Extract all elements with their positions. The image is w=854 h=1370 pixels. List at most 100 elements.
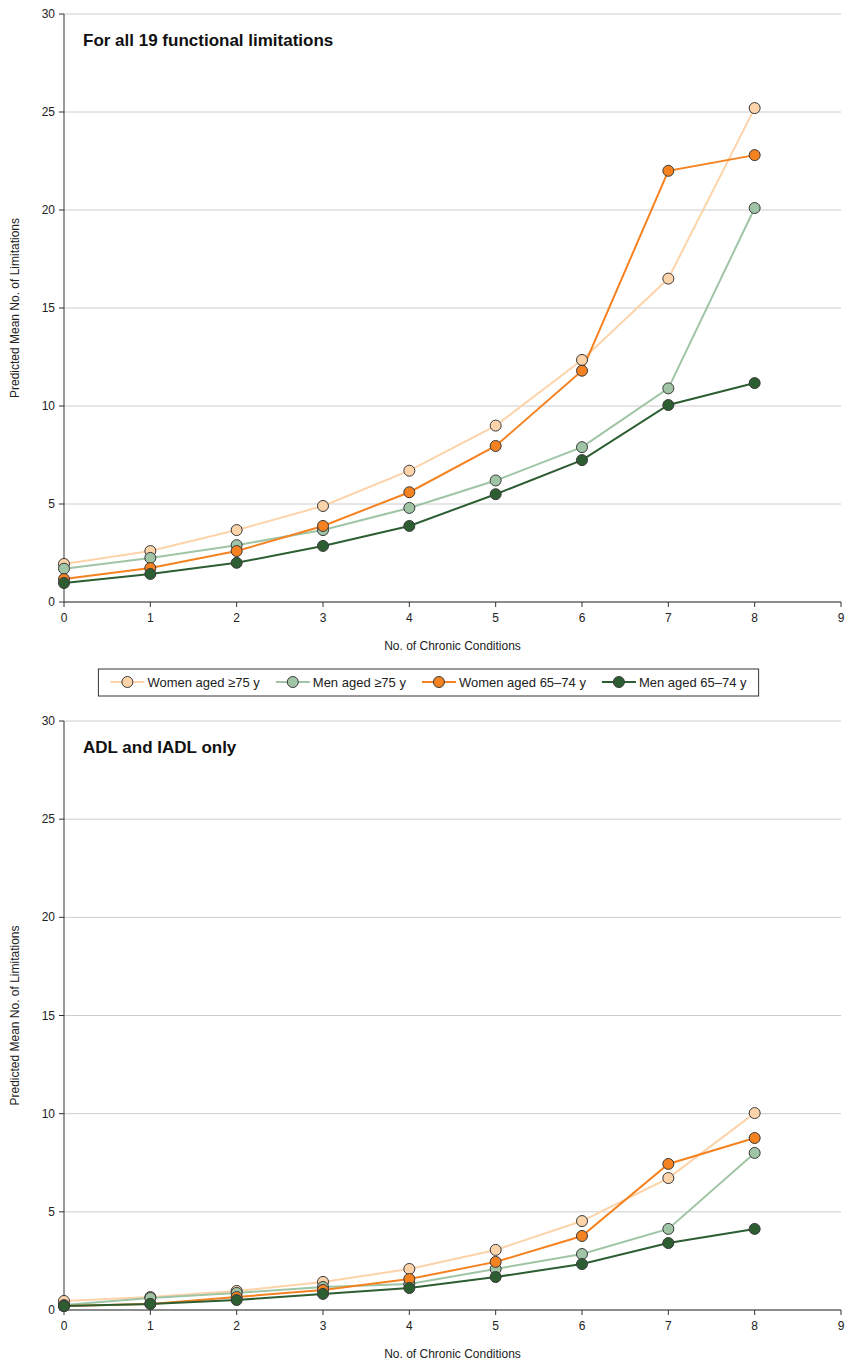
data-point [577,1259,588,1270]
x-tick [409,602,410,607]
grid-line [64,1113,841,1114]
data-point [404,1263,415,1274]
y-axis [64,721,65,1310]
x-tick [668,1310,669,1315]
x-tick [582,602,583,607]
legend-label: Men aged 65–74 y [639,675,747,690]
y-axis [64,14,65,602]
x-axis [64,1310,841,1311]
data-point [404,465,415,476]
x-tick-label: 6 [579,611,586,625]
x-tick [495,1310,496,1315]
grid-line [64,14,841,15]
x-tick [236,1310,237,1315]
y-tick [59,210,64,211]
x-tick-label: 8 [751,611,758,625]
legend: Women aged ≥75 y Men aged ≥75 y Women aged… [98,669,758,696]
legend-item: Women aged ≥75 y [110,675,260,690]
data-point [231,557,242,568]
y-tick [59,917,64,918]
data-point [663,1223,674,1234]
y-tick-label: 10 [42,399,56,413]
data-point [749,150,760,161]
y-tick [59,721,64,722]
x-tick [668,602,669,607]
y-tick [59,112,64,113]
data-point [490,1244,501,1255]
data-point [59,1300,70,1311]
x-tick [409,1310,410,1315]
data-point [490,1272,501,1283]
x-tick [323,1310,324,1315]
y-tick-label: 30 [42,714,56,728]
x-tick-label: 6 [579,1319,586,1333]
y-tick [59,308,64,309]
legend-item: Women aged 65–74 y [422,675,586,690]
legend-label: Women aged ≥75 y [147,675,260,690]
data-point [749,1147,760,1158]
data-point [318,540,329,551]
series-line [64,1113,755,1301]
legend-marker [287,677,298,688]
y-tick-label: 15 [42,301,56,315]
data-point [577,1230,588,1241]
x-tick-label: 5 [492,1319,499,1333]
chart: 0510152025300123456789No. of Chronic Con… [8,714,845,1361]
data-point [59,1301,70,1312]
legend-item: Men aged ≥75 y [276,675,407,690]
grid-line [64,210,841,211]
series-line [64,1229,755,1306]
y-tick-label: 20 [42,910,56,924]
legend-marker [122,677,133,688]
data-point [663,165,674,176]
data-point [577,442,588,453]
legend-label: Men aged ≥75 y [313,675,407,690]
x-tick [323,602,324,607]
x-tick-label: 0 [61,1319,68,1333]
x-tick-label: 5 [492,611,499,625]
data-point [404,487,415,498]
data-point [404,520,415,531]
data-point [59,577,70,588]
y-tick-label: 15 [42,1009,56,1023]
data-point [404,1283,415,1294]
data-point [577,1216,588,1227]
x-tick [64,602,65,607]
x-tick [236,602,237,607]
y-tick [59,1113,64,1114]
x-tick [754,1310,755,1315]
legend-frame [98,669,758,696]
grid-line [64,602,841,603]
grid-line [64,112,841,113]
x-tick-label: 2 [233,1319,240,1333]
y-tick-label: 5 [48,497,55,511]
data-point [577,365,588,376]
series-line [64,1138,755,1306]
y-tick [59,1211,64,1212]
grid-line [64,917,841,918]
y-tick [59,504,64,505]
y-tick-label: 0 [48,595,55,609]
y-tick [59,406,64,407]
data-point [663,383,674,394]
data-point [145,1298,156,1309]
x-tick-label: 0 [61,611,68,625]
grid-line [64,1211,841,1212]
chart-canvas: 0510152025300123456789No. of Chronic Con… [0,0,854,1370]
x-tick-label: 7 [665,611,672,625]
x-axis [64,602,841,603]
data-point [490,475,501,486]
series-line [64,108,755,564]
x-axis-label: No. of Chronic Conditions [384,1347,521,1361]
grid-line [64,406,841,407]
data-point [749,1108,760,1119]
x-tick [150,1310,151,1315]
x-tick-label: 4 [406,611,413,625]
data-point [749,203,760,214]
x-tick-label: 9 [838,611,845,625]
x-axis-label: No. of Chronic Conditions [384,639,521,653]
y-axis-label: Predicted Mean No. of Limitations [8,218,22,398]
series-line [64,208,755,569]
x-tick [495,602,496,607]
data-point [318,1288,329,1299]
